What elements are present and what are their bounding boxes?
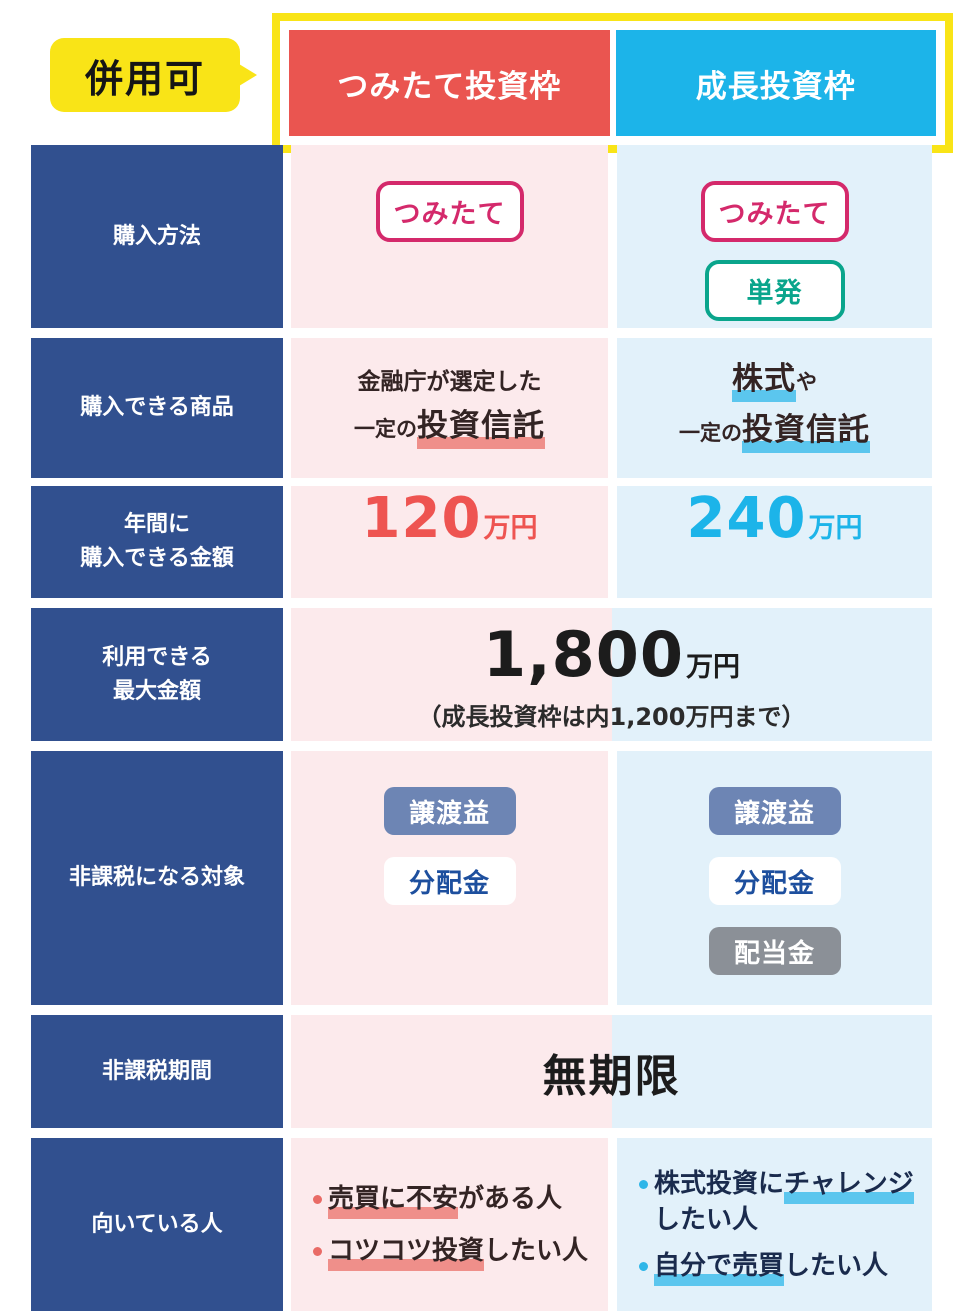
suited-item: 自分で売買したい人 <box>639 1248 926 1286</box>
row-label-line2: 購入できる金額 <box>80 546 234 571</box>
suited-highlight: 自分で売買 <box>654 1250 785 1286</box>
period-bg-blue <box>612 1015 932 1128</box>
cell-method-growth: つみたて 単発 <box>617 145 932 328</box>
tag-distributions: 分配金 <box>708 857 841 905</box>
row-annual-amount: 年間に 購入できる金額 120 万円 240 万円 <box>0 486 960 598</box>
row-tax-free-period: 非課税期間 無期限 <box>0 1015 960 1128</box>
row-label-line2: 最大金額 <box>112 678 201 704</box>
cell-max-amount: 1,800 万円 （成長投資枠は内1,200万円まで） <box>291 608 932 741</box>
suited-highlight: チャレンジ <box>784 1168 914 1204</box>
annual-unit-tsumitate: 万円 <box>483 513 538 544</box>
bullet-dot-icon <box>313 1246 322 1256</box>
products-right-highlight1: 株式 <box>732 361 796 402</box>
row-label-tax-free-target: 非課税になる対象 <box>31 751 283 1005</box>
products-right-highlight2: 投資信託 <box>742 412 870 453</box>
cell-annual-tsumitate: 120 万円 <box>291 486 608 598</box>
cell-method-tsumitate: つみたて <box>291 145 608 328</box>
products-right-suffix: や <box>796 370 817 394</box>
period-bg-pink <box>291 1015 612 1128</box>
products-left-prefix: 一定の <box>354 416 417 441</box>
suited-rest: したい人 <box>784 1250 889 1281</box>
suited-pre: 株式投資に <box>654 1168 785 1199</box>
cell-products-tsumitate: 金融庁が選定した 一定の投資信託 <box>291 338 608 478</box>
row-label-annual-amount: 年間に 購入できる金額 <box>31 486 283 598</box>
tag-capital-gains: 譲渡益 <box>383 787 516 835</box>
suited-highlight: 売買に不安 <box>328 1183 459 1219</box>
annual-amount-growth: 240 <box>686 486 807 551</box>
row-label-purchase-method: 購入方法 <box>31 145 283 328</box>
suited-line2: したい人 <box>654 1204 759 1235</box>
row-label-suited-people: 向いている人 <box>31 1138 283 1311</box>
products-left-line1: 金融庁が選定した <box>357 368 542 395</box>
cell-suited-growth: 株式投資にチャレンジ したい人 自分で売買したい人 <box>617 1138 932 1311</box>
cell-products-growth: 株式や 一定の投資信託 <box>617 338 932 478</box>
row-label-line1: 利用できる <box>102 644 212 670</box>
products-right-prefix: 一定の <box>679 421 742 445</box>
tag-distributions: 分配金 <box>383 857 516 905</box>
cell-suited-tsumitate: 売買に不安がある人 コツコツ投資したい人 <box>291 1138 608 1311</box>
growth-header-label: 成長投資枠 <box>695 68 856 105</box>
row-max-amount: 利用できる 最大金額 1,800 万円 （成長投資枠は内1,200万円まで） <box>0 608 960 741</box>
suited-item: 売買に不安がある人 <box>313 1181 598 1219</box>
suited-item: 株式投資にチャレンジ したい人 <box>639 1166 926 1238</box>
annual-unit-growth: 万円 <box>808 513 863 544</box>
row-label-products: 購入できる商品 <box>31 338 283 478</box>
suited-highlight: コツコツ投資 <box>328 1235 485 1271</box>
products-left-highlight: 投資信託 <box>417 407 545 449</box>
bullet-dot-icon <box>639 1179 648 1189</box>
cell-period: 無期限 <box>291 1015 932 1128</box>
cell-target-growth: 譲渡益 分配金 配当金 <box>617 751 932 1005</box>
bullet-dot-icon <box>639 1261 648 1271</box>
speech-tail-icon <box>239 64 257 86</box>
pill-tanpatsu: 単発 <box>704 260 845 321</box>
max-amount-note: （成長投資枠は内1,200万円まで） <box>417 702 806 731</box>
annual-amount-tsumitate: 120 <box>361 486 482 551</box>
cell-annual-growth: 240 万円 <box>617 486 932 598</box>
pill-tsumitate-growth: つみたて <box>700 181 849 242</box>
tag-dividends: 配当金 <box>708 927 841 975</box>
max-amount-unit: 万円 <box>686 651 741 683</box>
cell-target-tsumitate: 譲渡益 分配金 <box>291 751 608 1005</box>
period-value: 無期限 <box>542 1050 681 1102</box>
header-inner: つみたて投資枠 成長投資枠 <box>280 21 945 145</box>
row-label-text: 向いている人 <box>91 1211 223 1237</box>
column-header-growth: 成長投資枠 <box>615 30 936 136</box>
row-label-text: 非課税になる対象 <box>68 865 245 890</box>
column-header-tsumitate: つみたて投資枠 <box>289 30 610 136</box>
tag-capital-gains: 譲渡益 <box>708 787 841 835</box>
suited-rest: したい人 <box>484 1235 589 1266</box>
row-label-text: 非課税期間 <box>101 1058 212 1084</box>
row-label-max-amount: 利用できる 最大金額 <box>31 608 283 741</box>
bullet-dot-icon <box>313 1194 322 1204</box>
pill-tsumitate: つみたて <box>375 181 524 242</box>
row-tax-free-target: 非課税になる対象 譲渡益 分配金 譲渡益 分配金 配当金 <box>0 751 960 1005</box>
suited-item: コツコツ投資したい人 <box>313 1233 598 1271</box>
row-label-tax-free-period: 非課税期間 <box>31 1015 283 1128</box>
max-bg-pink <box>291 608 612 741</box>
row-purchase-method: 購入方法 つみたて つみたて 単発 <box>0 145 960 328</box>
header-frame: つみたて投資枠 成長投資枠 <box>272 13 953 153</box>
row-label-line1: 年間に <box>123 512 190 537</box>
max-amount-number: 1,800 <box>482 617 685 691</box>
combo-allowed-badge: 併用可 <box>50 38 257 112</box>
row-label-text: 購入できる商品 <box>80 395 234 420</box>
suited-rest: がある人 <box>458 1183 563 1214</box>
tsumitate-header-label: つみたて投資枠 <box>337 68 562 105</box>
row-products: 購入できる商品 金融庁が選定した 一定の投資信託 株式や 一定の投資信託 <box>0 338 960 478</box>
combo-allowed-label: 併用可 <box>84 56 205 101</box>
max-bg-blue <box>612 608 932 741</box>
row-suited-people: 向いている人 売買に不安がある人 コツコツ投資したい人 <box>0 1138 960 1311</box>
row-label-text: 購入方法 <box>112 223 201 249</box>
